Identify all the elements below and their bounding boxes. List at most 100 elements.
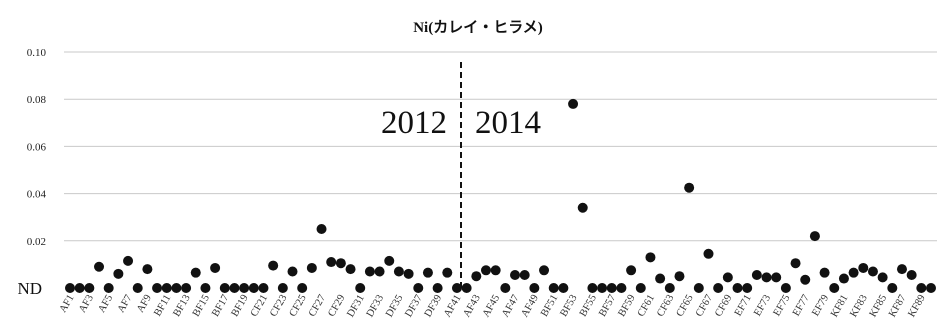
data-point [268,260,279,271]
data-point [480,265,491,276]
y-tick-label: 0.04 [27,189,47,201]
y-tick-label: 0.06 [27,141,47,153]
period-label-2012: 2012 [381,105,447,141]
x-tick-label: BF13 [171,293,192,319]
x-tick-label: CF29 [326,293,347,319]
data-point [384,255,395,266]
data-point [171,283,182,293]
data-point [858,262,869,273]
x-tick-label: AF7 [116,293,135,315]
x-tick-label: AF49 [519,293,540,319]
x-tick-label: BF59 [617,293,638,319]
data-point [229,283,240,293]
data-point [877,272,888,283]
data-point [713,283,724,293]
data-point [94,261,105,272]
data-point [848,267,859,278]
data-point [345,264,356,275]
data-point [355,283,366,293]
data-point [161,283,172,293]
data-point [645,252,656,263]
data-point [103,283,114,293]
data-point [887,283,898,293]
x-tick-label: BF53 [558,293,579,319]
y-tick-label: 0.10 [27,47,47,59]
data-point [500,283,511,293]
data-point [761,272,772,283]
x-tick-label: CF67 [694,293,715,319]
data-point [558,283,569,293]
x-tick-label: CF65 [675,293,696,319]
data-point [606,283,617,293]
x-tick-label: KF85 [868,293,889,319]
data-point [577,202,588,213]
data-point [200,283,211,293]
data-point [297,283,308,293]
x-tick-label: AF3 [77,293,96,315]
data-point [906,270,917,281]
x-tick-label: CF21 [249,293,270,319]
x-tick-label: EF77 [791,293,812,318]
data-point [132,283,143,293]
x-tick-label: AF41 [442,293,463,319]
data-point [587,283,598,293]
x-tick-label: CF27 [307,293,328,319]
data-point [674,271,685,282]
data-point [635,283,646,293]
x-tick-label: AF1 [58,293,77,315]
data-point [597,283,608,293]
data-point [510,270,521,281]
data-point [374,266,385,277]
x-tick-label: BF17 [210,293,231,319]
data-point [451,283,462,293]
data-point [248,283,259,293]
x-tick-label: AF45 [481,293,502,319]
y-tick-label: 0.08 [27,94,47,106]
data-point [152,283,163,293]
gridlines [64,51,937,242]
x-tick-label: EF75 [772,293,793,318]
data-point [181,283,192,293]
data-point [403,268,414,279]
data-point [142,264,153,275]
x-tick-label: DF33 [365,293,386,319]
data-point [751,270,762,281]
data-points [65,98,936,293]
x-tick-label: BF19 [230,293,251,319]
data-point [568,98,579,109]
y-tick-label: ND [17,279,42,298]
data-point [838,273,849,284]
data-point [239,283,250,293]
x-tick-label: CF23 [268,293,289,319]
data-point [84,283,95,293]
x-tick-label: CF25 [288,293,309,319]
x-tick-label: KF83 [848,293,869,319]
x-tick-label: KF81 [829,293,850,319]
data-point [693,283,704,293]
period-label-2014: 2014 [475,105,541,141]
x-tick-label: AF5 [96,293,115,315]
data-point [616,283,627,293]
data-point [471,271,482,282]
x-axis-ticks: AF1 AF3 AF5 AF7 AF9BF11BF13BF15BF17BF19CF21C… [58,293,928,319]
data-point [219,283,230,293]
x-tick-label: DF31 [345,293,366,319]
x-tick-label: EF71 [733,293,754,318]
x-tick-label: AF43 [461,293,482,319]
data-point [790,258,801,269]
x-tick-label: AF9 [135,293,154,315]
data-point [867,266,878,277]
data-point [655,273,666,284]
chart-title: Ni(カレイ・ヒラメ) [413,19,543,36]
x-tick-label: BF51 [539,293,560,319]
data-point [316,224,327,234]
data-point [529,283,540,293]
data-point [539,265,550,276]
data-point [335,258,346,269]
x-tick-label: BF55 [578,293,599,319]
data-point [190,267,201,278]
data-point [74,283,85,293]
data-point [258,283,269,293]
